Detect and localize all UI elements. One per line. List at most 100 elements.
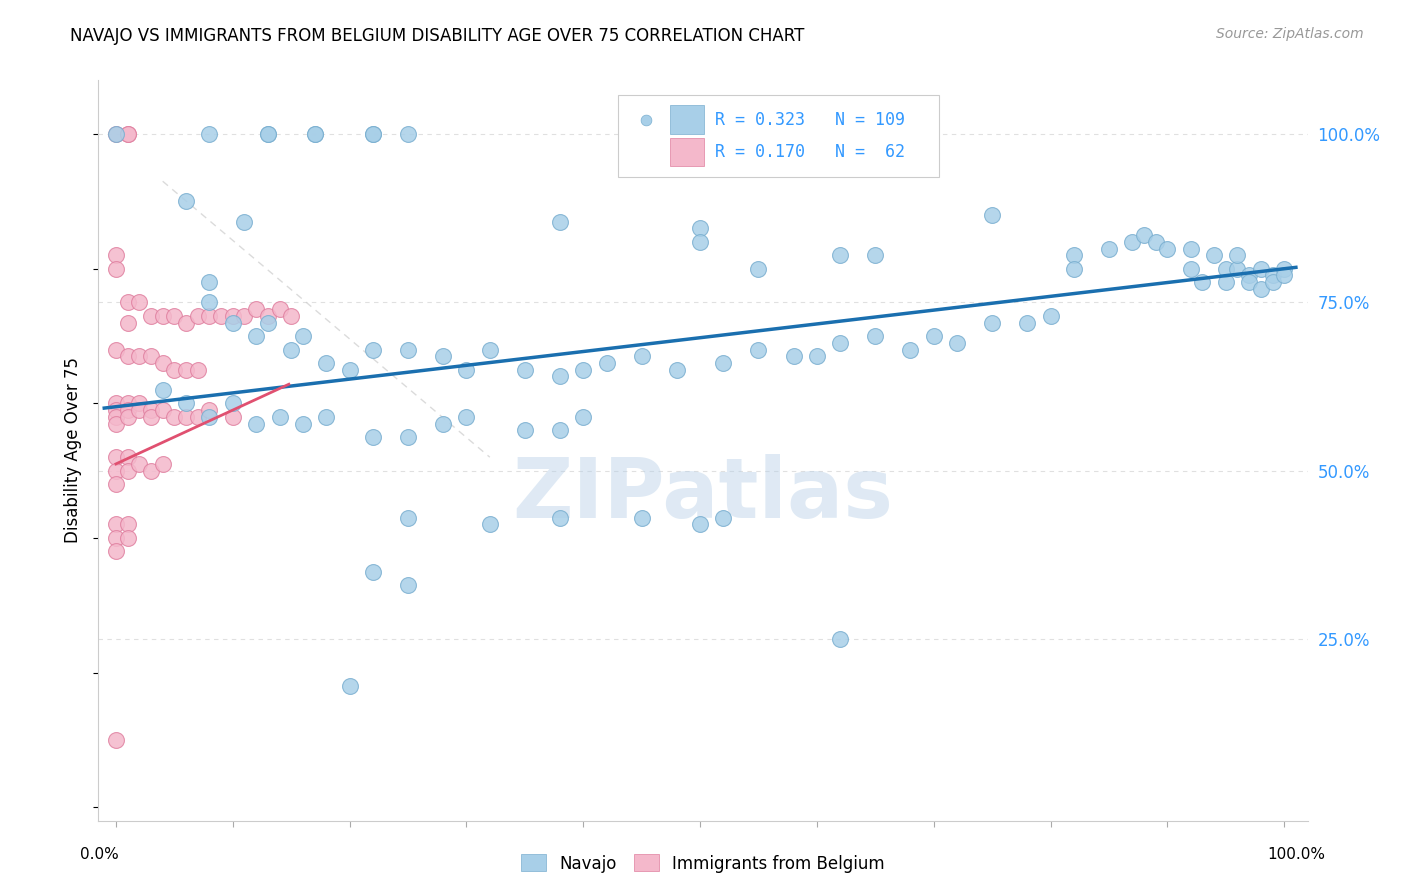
Point [361,430,384,444]
Point [456,362,478,376]
Point [104,417,127,431]
Point [361,343,384,357]
Point [396,343,419,357]
Point [747,261,769,276]
Point [865,329,887,343]
Point [634,162,657,177]
Point [478,343,501,357]
Point [139,309,162,323]
Point [198,409,221,424]
Point [128,403,150,417]
Point [198,309,221,323]
Point [256,316,278,330]
Point [830,632,852,646]
Point [245,329,267,343]
Bar [671,138,704,166]
Point [117,295,139,310]
Point [981,208,1004,222]
Text: ZIPatlas: ZIPatlas [513,454,893,535]
Point [104,396,127,410]
Point [152,309,174,323]
Point [548,423,571,437]
Point [152,383,174,397]
Point [548,369,571,384]
Point [1272,261,1295,276]
Point [291,417,314,431]
Point [361,127,384,141]
Point [1237,275,1260,289]
Text: 100.0%: 100.0% [1268,847,1326,862]
Point [747,343,769,357]
Point [630,510,652,524]
Point [396,430,419,444]
Point [1237,268,1260,283]
Point [1039,309,1062,323]
Point [117,409,139,424]
Point [139,403,162,417]
Point [174,396,197,410]
Point [187,409,209,424]
Point [1250,261,1272,276]
Point [187,309,209,323]
Point [396,578,419,592]
Point [117,127,139,141]
Point [280,343,302,357]
Point [1191,275,1213,289]
Point [104,732,127,747]
Point [1144,235,1167,249]
Point [104,517,127,532]
Point [1017,316,1039,330]
Point [256,127,278,141]
Point [1204,248,1226,262]
Point [315,356,337,370]
Point [432,349,454,363]
Point [152,457,174,471]
Text: Source: ZipAtlas.com: Source: ZipAtlas.com [1216,27,1364,41]
Point [198,275,221,289]
Point [152,356,174,370]
Text: NAVAJO VS IMMIGRANTS FROM BELGIUM DISABILITY AGE OVER 75 CORRELATION CHART: NAVAJO VS IMMIGRANTS FROM BELGIUM DISABI… [70,27,804,45]
Point [139,464,162,478]
Point [104,127,127,141]
Point [981,316,1004,330]
Point [1121,235,1143,249]
Text: R = 0.170   N =  62: R = 0.170 N = 62 [716,143,905,161]
Point [256,127,278,141]
Point [104,544,127,558]
Point [304,127,326,141]
Point [104,127,127,141]
Point [1226,261,1249,276]
Point [280,309,302,323]
Point [104,531,127,545]
Point [117,316,139,330]
Point [128,295,150,310]
Point [630,349,652,363]
Point [456,409,478,424]
Point [104,409,127,424]
Point [432,417,454,431]
Point [269,409,291,424]
Point [513,423,536,437]
Point [163,309,186,323]
Point [117,349,139,363]
Point [128,349,150,363]
FancyBboxPatch shape [619,95,939,177]
Point [117,464,139,478]
Point [233,309,256,323]
Point [1063,248,1085,262]
Point [1250,282,1272,296]
Point [595,356,617,370]
Point [174,316,197,330]
Point [361,127,384,141]
Point [689,235,711,249]
Text: R = 0.323   N = 109: R = 0.323 N = 109 [716,111,905,128]
Point [396,127,419,141]
Point [198,403,221,417]
Point [222,316,245,330]
Legend: Navajo, Immigrants from Belgium: Navajo, Immigrants from Belgium [515,847,891,880]
Point [174,194,197,209]
Point [315,409,337,424]
Point [713,356,735,370]
Point [117,127,139,141]
Point [222,409,245,424]
